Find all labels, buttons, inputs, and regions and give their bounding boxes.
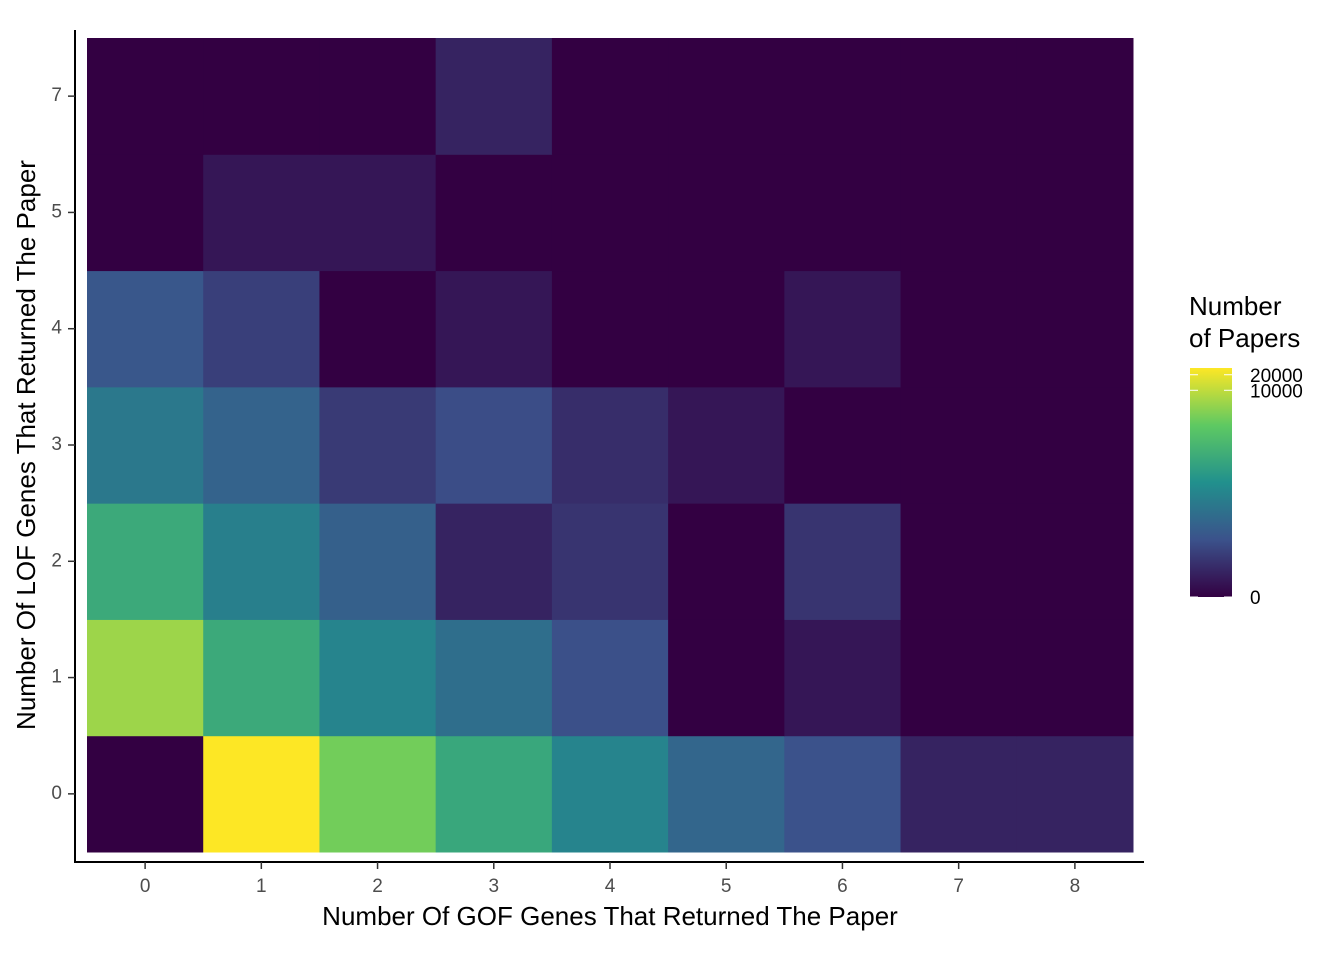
heat-cell <box>900 386 1018 504</box>
heat-cell <box>900 619 1018 737</box>
x-tick-label: 1 <box>256 876 267 897</box>
heat-cell <box>668 619 785 737</box>
heat-cell <box>784 270 902 388</box>
heat-cell <box>319 619 437 737</box>
heat-cell <box>435 735 553 853</box>
x-tick-label: 5 <box>721 876 732 897</box>
x-tick-label: 3 <box>488 876 499 897</box>
x-tick-label: 4 <box>605 876 616 897</box>
x-tick-label: 7 <box>953 876 964 897</box>
heat-cell <box>87 154 204 272</box>
heat-cell <box>319 270 437 388</box>
heat-cell <box>784 735 902 853</box>
heat-cell <box>203 270 320 388</box>
heat-cell <box>319 386 437 504</box>
heat-cell <box>319 735 437 853</box>
y-axis-title: Number Of LOF Genes That Returned The Pa… <box>11 160 41 730</box>
heat-cell <box>435 38 553 155</box>
heat-cell <box>551 270 669 388</box>
legend-title-line: Number <box>1189 291 1282 321</box>
heat-cell <box>87 270 204 388</box>
heat-cell <box>551 38 669 155</box>
y-tick-label: 4 <box>51 318 62 339</box>
y-tick-label: 1 <box>51 667 62 688</box>
heat-cell <box>203 38 320 155</box>
heat-cell <box>203 619 320 737</box>
heat-cell <box>1016 503 1134 620</box>
heat-cell <box>900 503 1018 620</box>
x-tick-label: 8 <box>1070 876 1081 897</box>
heat-cell <box>668 38 785 155</box>
heat-cell <box>319 38 437 155</box>
y-tick-label: 7 <box>51 85 62 106</box>
heat-cell <box>668 735 785 853</box>
heat-cell <box>87 38 204 155</box>
heat-cell <box>87 735 204 853</box>
heat-cell <box>1016 270 1134 388</box>
x-tick-label: 2 <box>372 876 383 897</box>
heat-cell <box>1016 735 1134 853</box>
heat-cell <box>435 386 553 504</box>
heat-cell <box>900 154 1018 272</box>
heat-cell <box>87 386 204 504</box>
heat-cell <box>784 619 902 737</box>
colorbar <box>1190 368 1232 597</box>
heat-cell <box>1016 619 1134 737</box>
heat-cell <box>435 503 553 620</box>
heat-cell <box>435 154 553 272</box>
heat-cell <box>551 503 669 620</box>
heat-cell <box>87 619 204 737</box>
y-tick-label: 5 <box>51 201 62 222</box>
y-tick-label: 2 <box>51 550 62 571</box>
heat-cell <box>435 619 553 737</box>
heat-cell <box>551 735 669 853</box>
heat-cell <box>784 386 902 504</box>
heat-cell <box>668 503 785 620</box>
heat-cell <box>203 386 320 504</box>
heat-cell <box>668 386 785 504</box>
heat-cell <box>319 154 437 272</box>
colorbar-tick-label: 0 <box>1250 588 1261 609</box>
heat-cell <box>203 735 320 853</box>
legend-title: Number of Papers <box>1189 291 1300 353</box>
x-axis-title: Number Of GOF Genes That Returned The Pa… <box>322 901 898 931</box>
y-tick-label: 0 <box>51 783 62 804</box>
y-tick-label: 3 <box>51 434 62 455</box>
heat-cell <box>87 503 204 620</box>
colorbar-tick-label: 20000 <box>1250 366 1303 387</box>
heat-cell <box>551 386 669 504</box>
heat-cell <box>435 270 553 388</box>
heat-cell <box>900 735 1018 853</box>
heat-cell <box>551 154 669 272</box>
heat-cell <box>784 503 902 620</box>
heat-cell <box>784 38 902 155</box>
legend-title-line: of Papers <box>1189 323 1300 353</box>
heat-cell <box>203 503 320 620</box>
heat-cell <box>1016 386 1134 504</box>
heat-cell <box>319 503 437 620</box>
heat-cell <box>900 270 1018 388</box>
heat-cell <box>203 154 320 272</box>
heat-cell <box>784 154 902 272</box>
heat-cell <box>900 38 1018 155</box>
heat-cell <box>551 619 669 737</box>
heat-cell <box>668 154 785 272</box>
colorbar-tick-label: 10000 <box>1250 381 1303 402</box>
heat-cell <box>1016 154 1134 272</box>
heat-cell <box>668 270 785 388</box>
x-tick-label: 0 <box>140 876 151 897</box>
x-tick-label: 6 <box>837 876 848 897</box>
heat-cell <box>1016 38 1134 155</box>
